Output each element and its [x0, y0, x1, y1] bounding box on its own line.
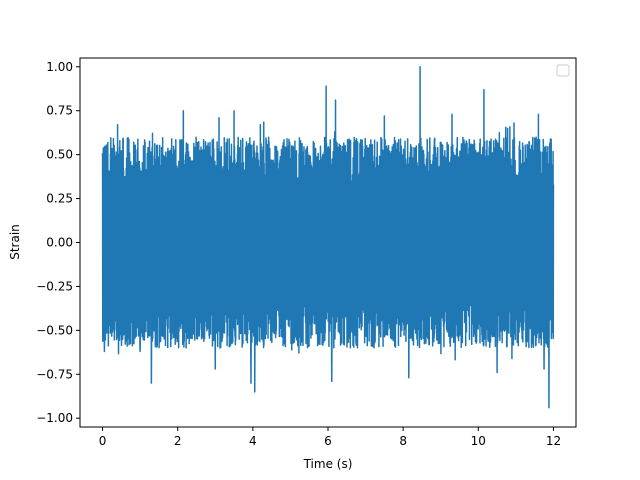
- y-tick-label: 0.75: [46, 104, 73, 118]
- series-layer: [101, 66, 555, 409]
- y-tick-label: −1.00: [36, 411, 73, 425]
- y-tick-label: 0.00: [46, 236, 73, 250]
- x-axis-ticks: 0 2 4 6 8 10 12: [99, 427, 561, 448]
- y-tick-label: −0.50: [36, 323, 73, 337]
- y-tick-label: −0.25: [36, 279, 73, 293]
- x-axis-label: Time (s): [303, 457, 353, 471]
- y-tick-label: 0.25: [46, 192, 73, 206]
- y-tick-label: 1.00: [46, 60, 73, 74]
- strain-series-line: [101, 66, 555, 409]
- x-tick-label: 2: [174, 434, 182, 448]
- legend-box[interactable]: [556, 64, 570, 77]
- x-tick-label: 8: [399, 434, 407, 448]
- x-tick-label: 12: [546, 434, 561, 448]
- x-tick-label: 4: [249, 434, 257, 448]
- y-tick-label: 0.50: [46, 148, 73, 162]
- y-tick-label: −0.75: [36, 367, 73, 381]
- y-axis-ticks: −1.00 −0.75 −0.50 −0.25 0.00 0.25 0.50 0.75 1.00: [36, 60, 80, 425]
- x-tick-label: 10: [471, 434, 486, 448]
- x-tick-label: 6: [324, 434, 332, 448]
- x-tick-label: 0: [99, 434, 107, 448]
- y-axis-label: Strain: [8, 224, 22, 260]
